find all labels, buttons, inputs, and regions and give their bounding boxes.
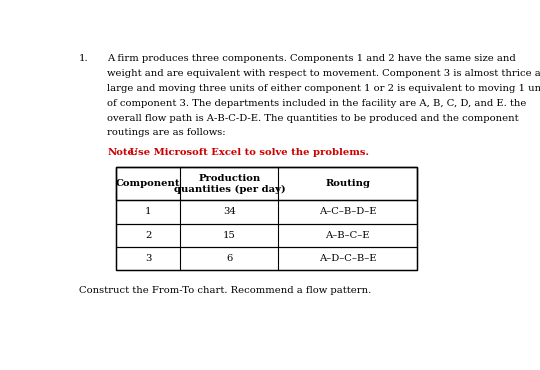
- Text: Use Microsoft Excel to solve the problems.: Use Microsoft Excel to solve the problem…: [126, 148, 369, 157]
- Text: of component 3. The departments included in the facility are A, B, C, D, and E. : of component 3. The departments included…: [107, 99, 526, 108]
- Text: weight and are equivalent with respect to movement. Component 3 is almost thrice: weight and are equivalent with respect t…: [107, 69, 540, 78]
- Text: A firm produces three components. Components 1 and 2 have the same size and: A firm produces three components. Compon…: [107, 54, 516, 63]
- Text: 1: 1: [145, 208, 151, 216]
- Text: A–B–C–E: A–B–C–E: [326, 231, 370, 240]
- Text: Production
quantities (per day): Production quantities (per day): [173, 174, 285, 194]
- Text: A–C–B–D–E: A–C–B–D–E: [319, 208, 376, 216]
- Text: large and moving three units of either component 1 or 2 is equivalent to moving : large and moving three units of either c…: [107, 84, 540, 93]
- Bar: [116, 168, 417, 200]
- Bar: [116, 247, 417, 270]
- Bar: [116, 168, 417, 270]
- Bar: [116, 223, 417, 247]
- Bar: [116, 200, 417, 223]
- Text: 2: 2: [145, 231, 151, 240]
- Text: routings are as follows:: routings are as follows:: [107, 128, 226, 137]
- Text: 15: 15: [223, 231, 236, 240]
- Text: 1.: 1.: [79, 54, 89, 63]
- Text: 34: 34: [223, 208, 236, 216]
- Text: Construct the From-To chart. Recommend a flow pattern.: Construct the From-To chart. Recommend a…: [79, 286, 372, 295]
- Text: Component: Component: [116, 179, 180, 188]
- Text: Routing: Routing: [325, 179, 370, 188]
- Text: Note:: Note:: [107, 148, 138, 157]
- Text: 3: 3: [145, 254, 151, 263]
- Text: A–D–C–B–E: A–D–C–B–E: [319, 254, 376, 263]
- Text: overall flow path is A-B-C-D-E. The quantities to be produced and the component: overall flow path is A-B-C-D-E. The quan…: [107, 114, 519, 122]
- Text: 6: 6: [226, 254, 233, 263]
